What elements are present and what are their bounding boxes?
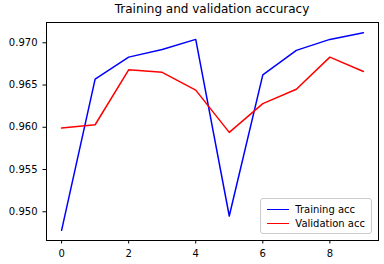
svg-text:4: 4 [193, 248, 199, 259]
html-text:Training and validation accura: Training and validation accuracy [114, 2, 310, 16]
svg-text:0.950: 0.950 [9, 206, 38, 217]
svg-text:0.965: 0.965 [9, 79, 38, 90]
svg-text:8: 8 [327, 248, 333, 259]
svg-text:0.970: 0.970 [9, 37, 38, 48]
svg-text:6: 6 [260, 248, 266, 259]
html-text:Validation acc: Validation acc [295, 217, 365, 229]
svg-text:2: 2 [125, 248, 131, 259]
svg-text:0.955: 0.955 [9, 164, 38, 175]
svg-text:0: 0 [58, 248, 64, 259]
html-text:Training acc: Training acc [295, 203, 356, 215]
svg-text:0.960: 0.960 [9, 121, 38, 132]
